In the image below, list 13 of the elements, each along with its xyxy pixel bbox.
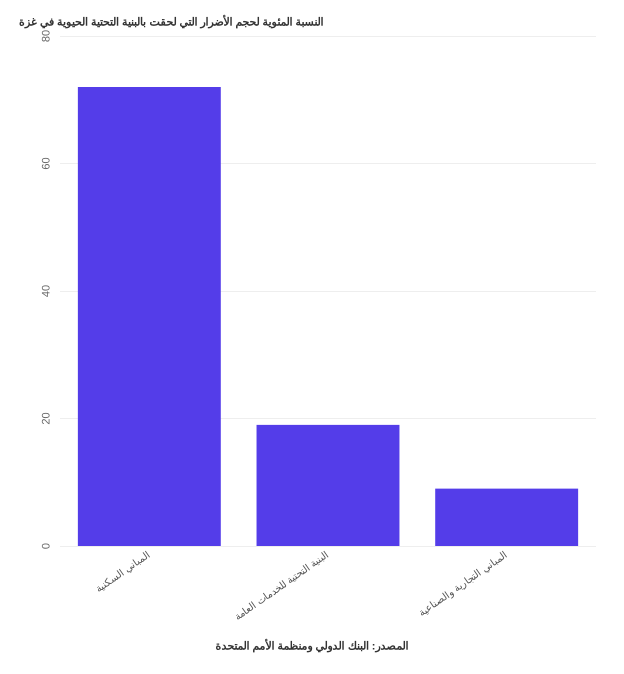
- y-tick-label: 80: [40, 30, 52, 42]
- y-tick-label: 40: [40, 284, 52, 298]
- text: المصدر: البنك الدولي ومنظمة الأمم المتحدة: [216, 638, 408, 654]
- y-tick-label: 20: [40, 412, 52, 425]
- bar: [78, 87, 221, 546]
- bar: [435, 488, 578, 546]
- bar: [256, 424, 400, 546]
- x-tick-label: المباني السكنية: [94, 549, 152, 596]
- y-tick-label: 60: [40, 157, 52, 170]
- x-tick-label: البنية التحتية للخدمات العامة: [232, 549, 332, 623]
- y-tick-label: 0: [40, 542, 52, 550]
- x-tick-label: المباني التجارية والصناعية: [417, 549, 510, 620]
- chart-title: النسبة المئوية لحجم الأضرار التي لحقت بالبنية التحتية الحيوية في غزة: [19, 14, 324, 30]
